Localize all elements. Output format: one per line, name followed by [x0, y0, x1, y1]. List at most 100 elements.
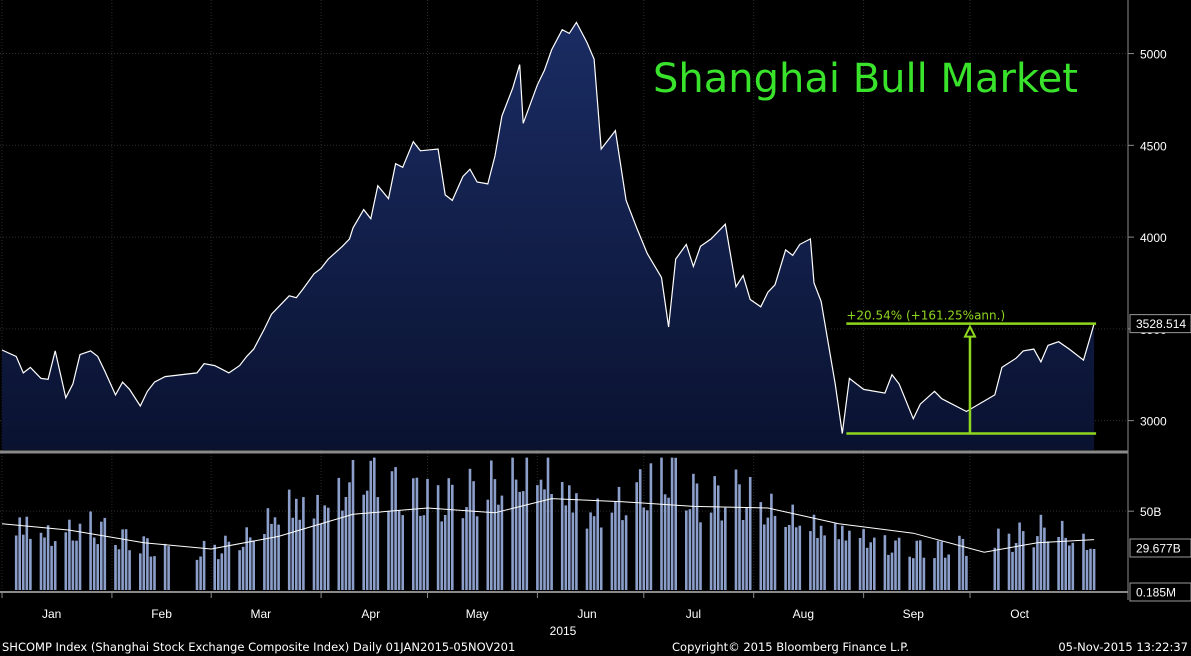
- gain-annotation: +20.54% (+161.25%ann.): [846, 309, 1097, 435]
- volume-bar: [1082, 533, 1085, 590]
- volume-bar: [92, 537, 96, 590]
- volume-bar: [302, 497, 305, 590]
- volume-bar: [784, 527, 787, 590]
- volume-bar: [894, 540, 897, 590]
- volume-bar: [738, 484, 741, 590]
- volume-bar: [1071, 542, 1075, 590]
- footer-security-info: SHCOMP Index (Shanghai Stock Exchange Co…: [2, 640, 516, 654]
- volume-bar: [323, 505, 326, 590]
- volume-bar: [908, 556, 911, 590]
- month-label-may: May: [466, 607, 489, 621]
- volume-bar: [472, 481, 475, 590]
- volume-bar: [202, 540, 206, 590]
- volume-bar: [14, 535, 18, 590]
- volume-bar: [68, 519, 71, 590]
- volume-bar: [312, 518, 316, 590]
- volume-bar: [823, 535, 826, 590]
- volume-bar: [816, 538, 819, 590]
- volume-bar: [351, 460, 355, 590]
- volume-bar: [295, 498, 298, 590]
- volume-bar: [25, 516, 29, 590]
- month-label-sep: Sep: [903, 607, 925, 621]
- volume-bar: [759, 502, 763, 590]
- volume-bar: [128, 550, 131, 590]
- volume-bar: [348, 482, 351, 590]
- volume-bar: [993, 547, 997, 590]
- volume-bar: [841, 525, 844, 590]
- volume-bar: [624, 515, 628, 590]
- volume-bar: [22, 534, 25, 590]
- volume-bar: [18, 517, 21, 590]
- volume-bar: [114, 545, 117, 590]
- volume-bar: [287, 489, 291, 590]
- volume-bar: [394, 467, 397, 590]
- price-line: [1, 21, 1095, 434]
- volume-bar: [142, 536, 146, 590]
- volume-bar: [146, 538, 149, 590]
- volume-bar: [770, 493, 773, 590]
- volume-bar: [787, 525, 791, 590]
- volume-bar: [195, 559, 199, 590]
- volume-bar: [248, 537, 252, 590]
- annotation-arrow-head: [963, 324, 977, 338]
- month-label-aug: Aug: [793, 607, 814, 621]
- month-label-jun: Jun: [577, 607, 596, 621]
- volume-bar: [1036, 536, 1039, 590]
- volume-bar: [497, 504, 500, 590]
- volume-bar: [1043, 527, 1046, 590]
- volume-bars: [14, 457, 1096, 590]
- volume-bar: [958, 535, 961, 590]
- x-axis-labels: Jan Feb Mar Apr May Jun Jul Aug Sep Oct: [1, 592, 1030, 621]
- volume-axis: 50B: [1128, 505, 1161, 519]
- volume-bar: [660, 457, 663, 590]
- price-tick-label-5000: 5000: [1140, 48, 1167, 62]
- volume-bar: [1060, 520, 1064, 590]
- volume-bar: [199, 556, 202, 590]
- volume-bar: [1092, 549, 1096, 590]
- volume-bar: [238, 550, 241, 590]
- volume-bar: [149, 556, 153, 590]
- volume-bar: [46, 525, 50, 590]
- volume-bar: [585, 528, 589, 590]
- volume-bar: [468, 468, 472, 590]
- volume-bar: [451, 484, 454, 590]
- volume-bar: [337, 477, 341, 590]
- volume-bar: [709, 512, 713, 590]
- volume-bar: [252, 540, 255, 590]
- volume-bar: [748, 477, 752, 590]
- volume-bar: [599, 527, 603, 590]
- volume-bar: [397, 509, 401, 590]
- volume-bar: [117, 549, 121, 590]
- volume-bar: [39, 532, 43, 590]
- volume-bar: [365, 490, 369, 590]
- volume-bar: [486, 499, 490, 590]
- volume-bar: [500, 495, 504, 590]
- volume-bar: [475, 516, 479, 590]
- volume-bar: [227, 541, 231, 590]
- last-value-tags: 3528.514 29.677B 0.185M: [1129, 314, 1191, 602]
- volume-bar: [220, 553, 224, 590]
- price-last-value-tag-box: [1129, 314, 1191, 334]
- volume-bar: [617, 486, 621, 590]
- volume-bar: [419, 515, 422, 590]
- volume-bar: [848, 530, 851, 590]
- volume-bar: [734, 469, 738, 590]
- volume-bar: [763, 524, 766, 590]
- volume-bar: [596, 498, 599, 590]
- volume-bar: [685, 510, 688, 590]
- volume-bar: [447, 478, 451, 590]
- volume-bar: [298, 519, 302, 590]
- volume-bar: [869, 542, 872, 590]
- volume-bar: [592, 516, 596, 590]
- volume-bar: [1085, 550, 1089, 590]
- volume-bar: [121, 529, 124, 590]
- volume-bar: [858, 538, 862, 590]
- price-tick-label-4500: 4500: [1140, 139, 1167, 153]
- volume-bar: [29, 538, 32, 590]
- volume-bar: [915, 540, 919, 590]
- volume-bar: [521, 491, 525, 590]
- volume-bar: [724, 507, 727, 590]
- month-label-oct: Oct: [1010, 607, 1029, 621]
- chart-title: Shanghai Bull Market: [653, 56, 1078, 102]
